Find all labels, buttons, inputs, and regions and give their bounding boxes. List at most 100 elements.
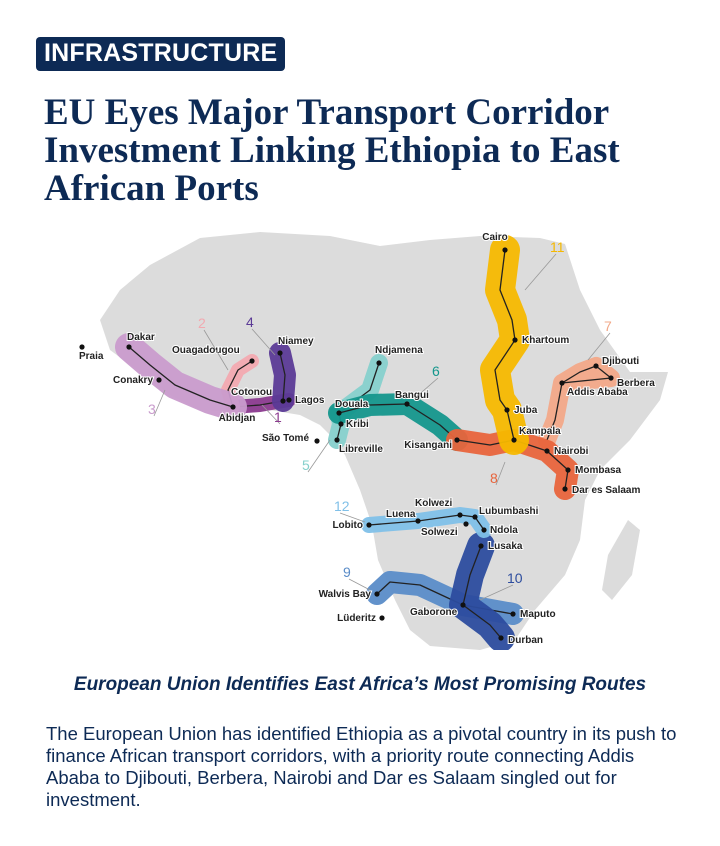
city-dot-dar-es-salaam [562,486,568,492]
city-dot-conakry [156,377,162,383]
city-label-dar-es-salaam: Dar es Salaam [572,485,640,496]
corridor-6-leader [414,377,439,399]
city-dot-ndjamena [376,360,382,366]
city-dot-lobito [366,522,372,528]
corridor-10-number: 10 [507,570,523,586]
city-label-lagos: Lagos [295,395,325,406]
city-label-conakry: Conakry [113,375,153,386]
corridor-12-number: 12 [334,498,350,514]
city-dot-nairobi [544,448,550,454]
corridor-10-leader [479,584,514,601]
city-dot-libreville [334,437,340,443]
corridor-11-leader [524,253,557,291]
city-dot-abidjan [230,404,236,410]
city-dot-kampala [511,437,517,443]
city-label-kribi: Kribi [346,419,369,430]
corridor-2-leader [203,329,229,371]
city-label-lusaka: Lusaka [488,541,523,552]
corridor-1-number: 1 [274,409,282,425]
city-label-dakar: Dakar [127,332,155,343]
city-label-kisangani: Kisangani [404,440,452,451]
city-dot-juba [504,407,510,413]
city-dot-cotonou [280,398,286,404]
city-label-kampala: Kampala [519,426,561,437]
category-badge: INFRASTRUCTURE [36,37,286,71]
corridor-4-leader [251,328,276,356]
city-dot-dakar [126,344,132,350]
corridor-12-leader [339,512,366,523]
corridor-4-number: 4 [246,314,254,330]
city-dot-mombasa [565,467,571,473]
corridor-7-number: 7 [604,318,612,334]
city-dot-l-deritz [379,615,385,621]
city-label-praia: Praia [79,351,104,362]
madagascar [602,520,640,600]
headline: EU Eyes Major Transport Corridor Investm… [44,92,620,209]
corridor-3-leader [153,389,166,417]
article-body: The European Union has identified Ethiop… [46,723,677,810]
corridor-2-number: 2 [198,315,206,331]
city-label-lobito: Lobito [332,520,363,531]
city-dot-cairo [502,247,508,253]
city-label-douala: Douala [335,399,369,410]
city-label-berbera: Berbera [617,378,655,389]
city-dot-lusaka [478,543,484,549]
corridor-8-leader [495,461,506,486]
city-label-luena: Luena [386,509,416,520]
city-dot-addis-ababa [559,380,565,386]
city-label-khartoum: Khartoum [522,335,569,346]
city-label-addis-ababa: Addis Ababa [567,387,628,398]
city-dot-walvis-bay [374,591,380,597]
city-label-lubumbashi: Lubumbashi [479,506,539,517]
city-dot-bangui [404,401,410,407]
corridor-3-number: 3 [148,401,156,417]
city-label-ouagadougou: Ouagadougou [172,345,240,356]
city-label-mombasa: Mombasa [575,465,622,476]
city-dot-kribi [338,421,344,427]
city-dot-douala [336,410,342,416]
corridor-map: Cairo Khartoum Juba Kampala Nairobi Mombasa Da… [78,231,668,650]
city-label-libreville: Libreville [339,444,383,455]
subtitle: European Union Identifies East Africa’s … [73,674,647,695]
city-label-cotonou: Cotonou [231,387,272,398]
corridor-7-leader [587,332,611,361]
city-label-abidjan: Abidjan [219,413,256,424]
city-dot-kolwezi [457,512,463,518]
city-dot-lubumbashi [472,514,478,520]
city-label-solwezi: Solwezi [421,527,458,538]
city-label-kolwezi: Kolwezi [415,498,452,509]
city-label-gaborone: Gaborone [410,607,458,618]
city-label-s-o-tom-: São Tomé [262,433,309,444]
city-dot-praia [79,344,85,350]
city-label-bangui: Bangui [395,390,429,401]
city-label-ndola: Ndola [490,525,518,536]
corridor-4-route [279,352,286,402]
city-label-ndjamena: Ndjamena [375,345,423,356]
city-dot-durban [498,635,504,641]
corridor-5-leader [307,439,331,473]
corridor-6-number: 6 [432,363,440,379]
city-label-nairobi: Nairobi [554,446,589,457]
city-dot-khartoum [512,337,518,343]
corridor-3-route [128,346,234,408]
city-label-djibouti: Djibouti [602,356,639,367]
city-label-cairo: Cairo [482,232,508,243]
city-dot-djibouti [593,363,599,369]
corridor-9-number: 9 [343,564,351,580]
city-dot-niamey [277,350,283,356]
city-dot-kisangani [454,437,460,443]
corridor-8-route [456,439,569,490]
corridor-11-number: 11 [550,239,565,255]
city-dot-luena [415,518,421,524]
city-label-maputo: Maputo [520,609,556,620]
city-label-niamey: Niamey [278,336,314,347]
city-label-durban: Durban [508,635,543,646]
city-dot-lagos [286,397,292,403]
corridor-9-leader [348,578,371,591]
city-dot-ouagadougou [249,358,255,364]
corridor-8-number: 8 [490,470,498,486]
city-label-juba: Juba [514,405,538,416]
city-label-l-deritz: Lüderitz [337,613,376,624]
city-dot-gaborone [460,602,466,608]
city-dot-ndola [481,527,487,533]
